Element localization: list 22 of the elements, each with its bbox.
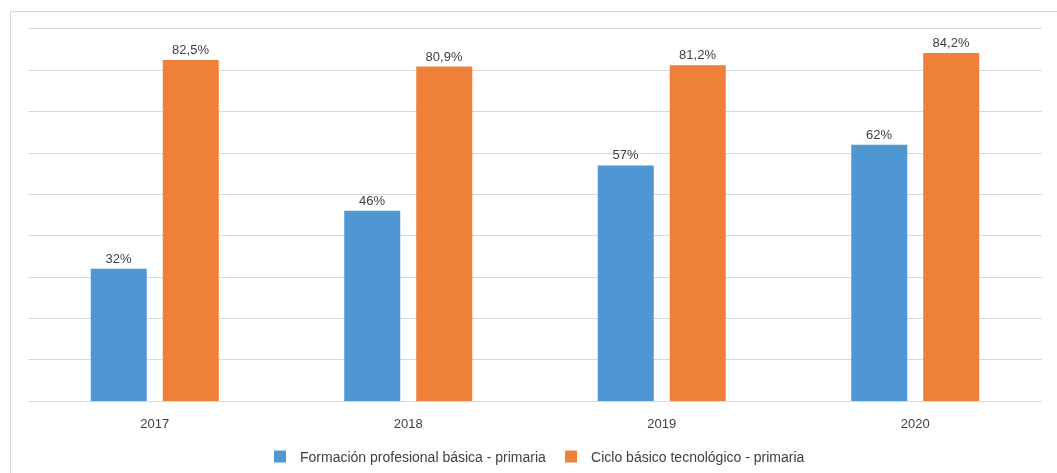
data-label: 62% [866,126,893,142]
data-label: 84,2% [932,34,970,50]
bar [416,66,473,401]
data-label: 46% [359,192,386,208]
bar [90,268,147,401]
legend-label: Ciclo básico tecnológico - primaria [591,448,805,465]
x-tick-label: 2018 [393,415,423,431]
bar [669,65,726,401]
bar [923,52,980,401]
data-label: 82,5% [172,42,210,57]
data-label: 81,2% [679,47,717,63]
x-tick-label: 2020 [900,415,930,431]
bar [344,210,401,401]
legend-label: Formación profesional básica - primaria [300,448,547,465]
x-tick-label: 2017 [140,415,170,431]
bar [162,60,219,401]
bar [851,144,908,401]
bar [597,165,654,401]
data-label: 57% [612,147,639,163]
x-tick-label: 2019 [647,415,677,431]
data-label: 32% [105,250,132,266]
data-label: 80,9% [425,48,463,64]
